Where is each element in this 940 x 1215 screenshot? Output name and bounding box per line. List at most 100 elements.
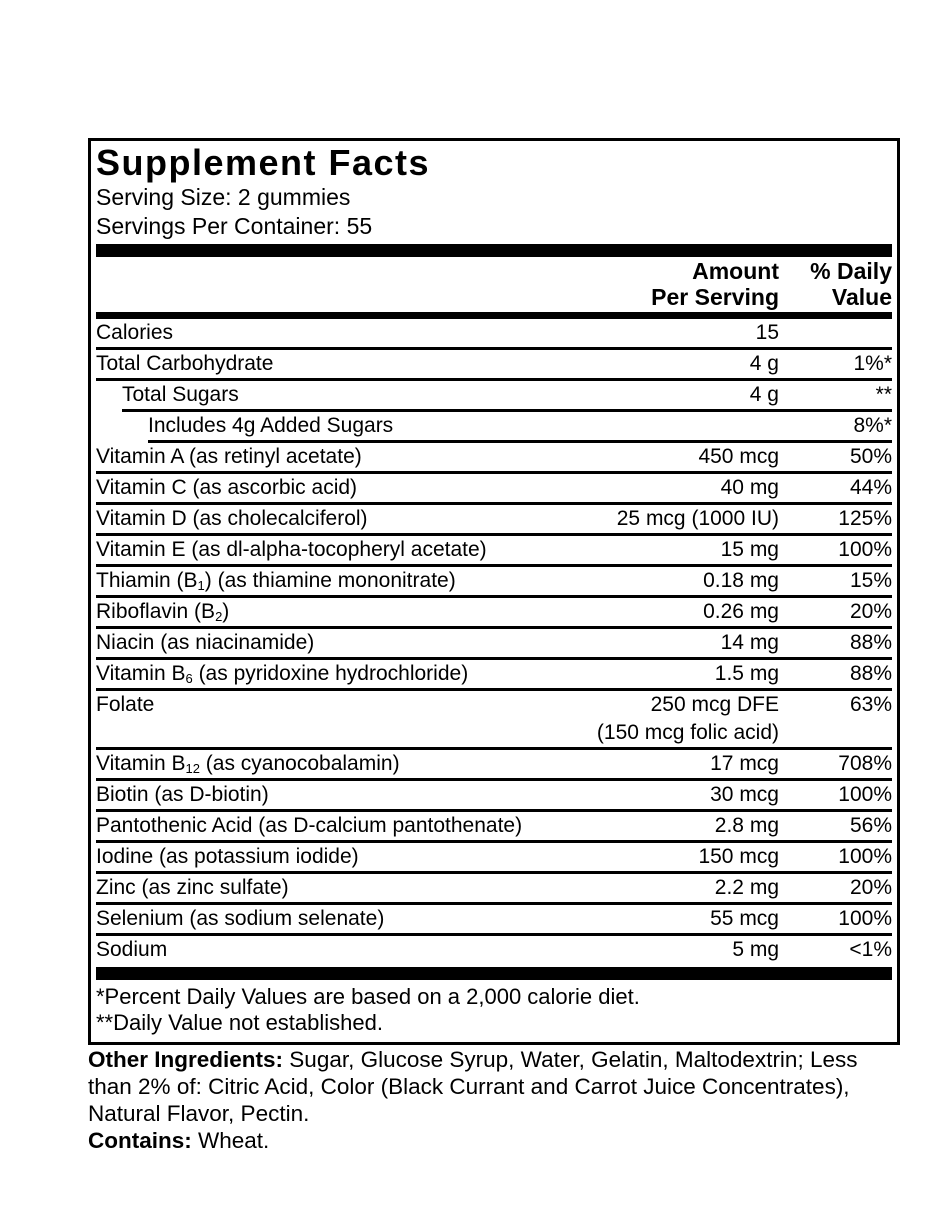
row-divider bbox=[96, 533, 892, 536]
nutrient-daily-value: 100% bbox=[838, 845, 892, 868]
row-divider bbox=[96, 564, 892, 567]
nutrient-row: Vitamin E (as dl-alpha-tocopheryl acetat… bbox=[96, 536, 892, 564]
row-divider bbox=[96, 902, 892, 905]
daily-value-header-line2: Value bbox=[831, 284, 892, 310]
nutrient-amount: 15 bbox=[755, 321, 779, 344]
nutrient-daily-value: 20% bbox=[849, 876, 892, 899]
nutrient-daily-value: 1%* bbox=[853, 352, 892, 375]
nutrient-amount: 17 mcg bbox=[710, 752, 779, 775]
contains-statement: Contains: Wheat. bbox=[88, 1127, 902, 1154]
row-divider bbox=[96, 347, 892, 350]
divider-medium-header bbox=[96, 312, 892, 319]
nutrient-amount: 14 mg bbox=[720, 631, 779, 654]
amount-header-line1: Amount bbox=[692, 258, 779, 284]
other-ingredients: Other Ingredients: Sugar, Glucose Syrup,… bbox=[88, 1046, 902, 1127]
nutrient-label: Includes 4g Added Sugars bbox=[148, 414, 394, 437]
nutrient-daily-value: 8%* bbox=[853, 414, 892, 437]
nutrient-row: Iodine (as potassium iodide) 150 mcg 100% bbox=[96, 843, 892, 871]
nutrient-daily-value: 63% bbox=[849, 693, 892, 716]
footnote-daily-values: *Percent Daily Values are based on a 2,0… bbox=[96, 984, 640, 1009]
row-divider bbox=[96, 871, 892, 874]
footnotes: *Percent Daily Values are based on a 2,0… bbox=[96, 980, 892, 1038]
nutrient-daily-value: <1% bbox=[849, 938, 892, 961]
nutrient-daily-value: 100% bbox=[838, 907, 892, 930]
nutrient-label: Selenium (as sodium selenate) bbox=[96, 907, 385, 930]
nutrient-label: Zinc (as zinc sulfate) bbox=[96, 876, 289, 899]
nutrient-amount: 5 mg bbox=[732, 938, 779, 961]
nutrient-daily-value: 15% bbox=[849, 569, 892, 592]
nutrient-label: Niacin (as niacinamide) bbox=[96, 631, 315, 654]
nutrient-amount: 40 mg bbox=[720, 476, 779, 499]
nutrient-label: Total Sugars bbox=[122, 383, 239, 406]
other-ingredients-label: Other Ingredients: bbox=[88, 1047, 284, 1072]
nutrient-daily-value: 100% bbox=[838, 783, 892, 806]
nutrient-row: Vitamin C (as ascorbic acid) 40 mg 44% bbox=[96, 474, 892, 502]
nutrient-daily-value: 56% bbox=[849, 814, 892, 837]
nutrient-row: Folate 250 mcg DFE (150 mcg folic acid) 63% bbox=[96, 691, 892, 747]
nutrient-amount: 250 mcg DFE (150 mcg folic acid) bbox=[596, 693, 779, 744]
nutrient-label: Vitamin D (as cholecalciferol) bbox=[96, 507, 368, 530]
nutrient-daily-value: 44% bbox=[849, 476, 892, 499]
supplement-facts-panel: Supplement Facts Serving Size: 2 gummies… bbox=[88, 138, 900, 1045]
nutrient-label: Total Carbohydrate bbox=[96, 352, 274, 375]
nutrient-label: Vitamin A (as retinyl acetate) bbox=[96, 445, 362, 468]
row-divider bbox=[96, 933, 892, 936]
row-divider bbox=[96, 471, 892, 474]
nutrient-row: Zinc (as zinc sulfate) 2.2 mg 20% bbox=[96, 874, 892, 902]
nutrient-row: Total Sugars 4 g ** bbox=[96, 381, 892, 409]
nutrient-label: Vitamin E (as dl-alpha-tocopheryl acetat… bbox=[96, 538, 487, 561]
nutrient-label: Folate bbox=[96, 693, 155, 716]
nutrient-row: Niacin (as niacinamide) 14 mg 88% bbox=[96, 629, 892, 657]
nutrient-label: Iodine (as potassium iodide) bbox=[96, 845, 359, 868]
row-divider bbox=[96, 688, 892, 691]
nutrient-daily-value: 88% bbox=[849, 662, 892, 685]
nutrient-daily-value: 100% bbox=[838, 538, 892, 561]
nutrient-amount: 1.5 mg bbox=[714, 662, 779, 685]
row-divider bbox=[96, 502, 892, 505]
nutrient-daily-value: 20% bbox=[849, 600, 892, 623]
other-ingredients-text: Sugar, Glucose Syrup, Water, Gelatin, Ma… bbox=[88, 1047, 858, 1126]
nutrient-daily-value: ** bbox=[875, 383, 892, 406]
daily-value-header: % Daily Value bbox=[779, 258, 892, 310]
serving-size: Serving Size: 2 gummies bbox=[96, 184, 351, 210]
nutrient-amount: 2.8 mg bbox=[714, 814, 779, 837]
nutrient-amount: 4 g bbox=[749, 352, 779, 375]
nutrient-label: Vitamin B6 (as pyridoxine hydrochloride) bbox=[96, 662, 469, 686]
nutrient-row: Includes 4g Added Sugars 8%* bbox=[96, 412, 892, 440]
nutrient-label: Thiamin (B1) (as thiamine mononitrate) bbox=[96, 569, 456, 593]
nutrient-label: Sodium bbox=[96, 938, 168, 961]
nutrient-amount: 15 mg bbox=[720, 538, 779, 561]
nutrient-daily-value: 125% bbox=[838, 507, 892, 530]
nutrient-daily-value: 708% bbox=[838, 752, 892, 775]
row-divider bbox=[122, 409, 892, 412]
nutrient-label: Riboflavin (B2) bbox=[96, 600, 230, 624]
other-ingredients-block: Other Ingredients: Sugar, Glucose Syrup,… bbox=[88, 1046, 902, 1154]
footnote-dv-not-established: **Daily Value not established. bbox=[96, 1010, 383, 1035]
nutrient-label: Calories bbox=[96, 321, 174, 344]
nutrient-row: Sodium 5 mg <1% bbox=[96, 936, 892, 964]
nutrient-amount: 30 mcg bbox=[710, 783, 779, 806]
nutrient-row: Total Carbohydrate 4 g 1%* bbox=[96, 350, 892, 378]
divider-thick-bottom bbox=[96, 967, 892, 980]
nutrient-row: Vitamin B6 (as pyridoxine hydrochloride)… bbox=[96, 660, 892, 688]
row-divider bbox=[96, 378, 892, 381]
row-divider bbox=[96, 809, 892, 812]
daily-value-header-line1: % Daily bbox=[810, 258, 892, 284]
amount-header-line2: Per Serving bbox=[651, 284, 779, 310]
nutrient-amount: 2.2 mg bbox=[714, 876, 779, 899]
nutrient-row: Pantothenic Acid (as D-calcium pantothen… bbox=[96, 812, 892, 840]
nutrient-row: Vitamin D (as cholecalciferol) 25 mcg (10… bbox=[96, 505, 892, 533]
row-divider bbox=[96, 747, 892, 750]
nutrient-amount: 25 mcg (1000 IU) bbox=[616, 507, 779, 530]
nutrient-table: Calories 15 Total Carbohydrate 4 g 1%* Total … bbox=[96, 319, 892, 964]
row-divider bbox=[96, 657, 892, 660]
row-divider bbox=[96, 778, 892, 781]
nutrient-daily-value: 88% bbox=[849, 631, 892, 654]
amount-per-serving-header: Amount Per Serving bbox=[96, 258, 779, 310]
nutrient-row: Vitamin B12 (as cyanocobalamin) 17 mcg 708… bbox=[96, 750, 892, 778]
contains-text: Wheat. bbox=[198, 1128, 270, 1153]
nutrient-label: Vitamin B12 (as cyanocobalamin) bbox=[96, 752, 400, 776]
contains-label: Contains: bbox=[88, 1128, 192, 1153]
nutrient-label: Biotin (as D-biotin) bbox=[96, 783, 269, 806]
nutrient-row: Selenium (as sodium selenate) 55 mcg 100% bbox=[96, 905, 892, 933]
